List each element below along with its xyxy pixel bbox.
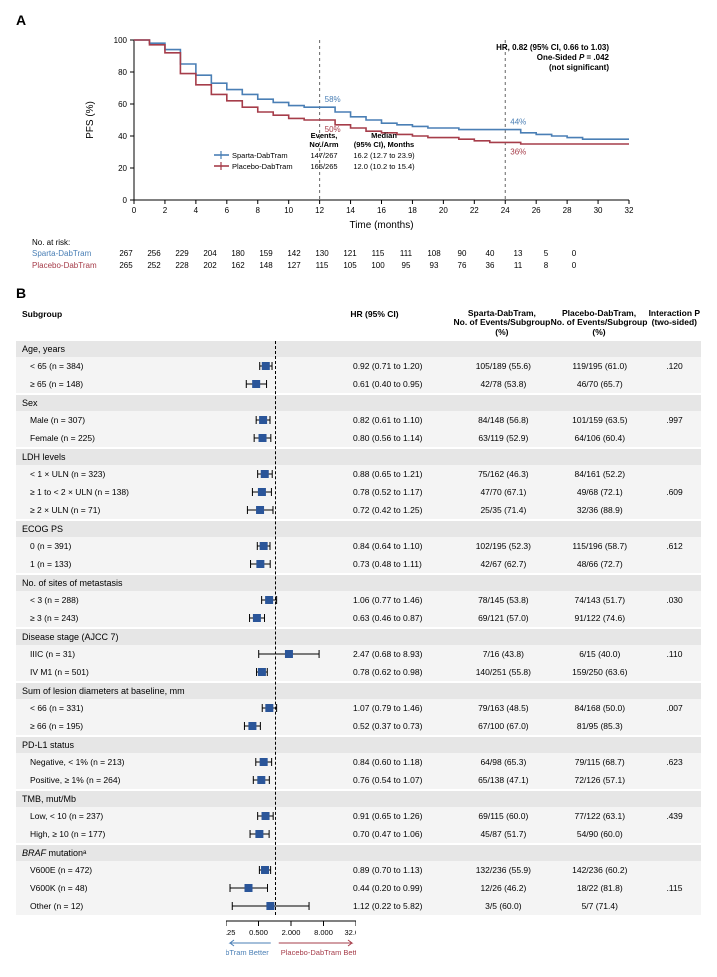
forest-row: IV M1 (n = 501)0.78 (0.62 to 0.98)140/25…	[16, 663, 701, 681]
svg-text:Events,: Events,	[310, 131, 337, 140]
svg-text:147/267: 147/267	[310, 151, 337, 160]
risk-header: No. at risk:	[32, 238, 701, 247]
svg-text:16: 16	[377, 206, 386, 215]
svg-text:2: 2	[162, 206, 167, 215]
forest-row: ≥ 66 (n = 195)0.52 (0.37 to 0.73)67/100 …	[16, 717, 701, 735]
forest-header: Subgroup HR (95% CI) Sparta-DabTram, No.…	[16, 305, 701, 341]
svg-text:26: 26	[531, 206, 540, 215]
hdr-placebo: Placebo-DabTram, No. of Events/Subgroup …	[550, 309, 647, 337]
forest-row: 1 (n = 133)0.73 (0.48 to 1.11)42/67 (62.…	[16, 555, 701, 573]
subgroup-header: Age, years	[16, 341, 701, 357]
forest-row: Negative, < 1% (n = 213)0.84 (0.60 to 1.…	[16, 753, 701, 771]
hdr-ip: Interaction P (two-sided)	[648, 309, 701, 337]
panel-b-label: B	[16, 285, 701, 301]
forest-row: V600K (n = 48)0.44 (0.20 to 0.99)12/26 (…	[16, 879, 701, 897]
risk-arm: Sparta-DabTram	[32, 249, 112, 258]
forest-row: High, ≥ 10 (n = 177)0.70 (0.47 to 1.06)4…	[16, 825, 701, 843]
svg-text:0.500: 0.500	[249, 928, 268, 937]
forest-row: IIIC (n = 31)2.47 (0.68 to 8.93)7/16 (43…	[16, 645, 701, 663]
subgroup-header: Sum of lesion diameters at baseline, mm	[16, 683, 701, 699]
forest-row: < 1 × ULN (n = 323)0.88 (0.65 to 1.21)75…	[16, 465, 701, 483]
forest-row: < 3 (n = 288)1.06 (0.77 to 1.46)78/145 (…	[16, 591, 701, 609]
svg-text:8: 8	[255, 206, 260, 215]
subgroup-header: Disease stage (AJCC 7)	[16, 629, 701, 645]
panel-b: B Subgroup HR (95% CI) Sparta-DabTram, N…	[16, 285, 701, 961]
svg-text:40: 40	[118, 132, 127, 141]
forest-row: ≥ 1 to < 2 × ULN (n = 138)0.78 (0.52 to …	[16, 483, 701, 501]
forest-row: ≥ 3 (n = 243)0.63 (0.46 to 0.87)69/121 (…	[16, 609, 701, 627]
svg-text:165/265: 165/265	[310, 162, 337, 171]
subgroup-header: ECOG PS	[16, 521, 701, 537]
svg-text:32: 32	[624, 206, 633, 215]
svg-text:32.000: 32.000	[345, 928, 356, 937]
svg-text:PFS (%): PFS (%)	[85, 101, 96, 139]
forest-row: V600E (n = 472)0.89 (0.70 to 1.13)132/23…	[16, 861, 701, 879]
svg-text:100: 100	[113, 36, 127, 45]
forest-row: Female (n = 225)0.80 (0.56 to 1.14)63/11…	[16, 429, 701, 447]
forest-row: < 66 (n = 331)1.07 (0.79 to 1.46)79/163 …	[16, 699, 701, 717]
subgroup-header: No. of sites of metastasis	[16, 575, 701, 591]
forest-row: Male (n = 307)0.82 (0.61 to 1.10)84/148 …	[16, 411, 701, 429]
svg-text:14: 14	[346, 206, 355, 215]
svg-text:58%: 58%	[324, 95, 340, 104]
svg-text:0.125: 0.125	[226, 928, 235, 937]
svg-text:0: 0	[122, 196, 127, 205]
forest-row: Other (n = 12)1.12 (0.22 to 5.82)3/5 (60…	[16, 897, 701, 915]
svg-text:2.000: 2.000	[282, 928, 301, 937]
forest-row: ≥ 2 × ULN (n = 71)0.72 (0.42 to 1.25)25/…	[16, 501, 701, 519]
svg-text:36%: 36%	[510, 147, 526, 156]
svg-text:Sparta-DabTram: Sparta-DabTram	[232, 151, 288, 160]
svg-text:Time (months): Time (months)	[349, 220, 413, 231]
forest-row: Positive, ≥ 1% (n = 264)0.76 (0.54 to 1.…	[16, 771, 701, 789]
risk-table: No. at risk: Sparta-DabTram2672562292041…	[16, 238, 701, 271]
svg-text:6: 6	[224, 206, 229, 215]
subgroup-header: PD-L1 status	[16, 737, 701, 753]
svg-text:20: 20	[438, 206, 447, 215]
svg-text:0: 0	[131, 206, 136, 215]
risk-arm: Placebo-DabTram	[32, 261, 112, 270]
forest-row: 0 (n = 391)0.84 (0.64 to 1.10)102/195 (5…	[16, 537, 701, 555]
svg-text:12.0 (10.2 to 15.4): 12.0 (10.2 to 15.4)	[353, 162, 415, 171]
subgroup-header: BRAF mutationᵃ	[16, 845, 701, 861]
forest-row: ≥ 65 (n = 148)0.61 (0.40 to 0.95)42/78 (…	[16, 375, 701, 393]
forest-row: Low, < 10 (n = 237)0.91 (0.65 to 1.26)69…	[16, 807, 701, 825]
svg-text:60: 60	[118, 100, 127, 109]
svg-text:(not significant): (not significant)	[549, 63, 609, 72]
svg-text:Median: Median	[371, 131, 397, 140]
svg-text:One-Sided P = .042: One-Sided P = .042	[536, 53, 609, 62]
svg-text:18: 18	[407, 206, 416, 215]
svg-text:28: 28	[562, 206, 571, 215]
hdr-hr: HR (95% CI)	[346, 309, 453, 337]
forest-row: < 65 (n = 384)0.92 (0.71 to 1.20)105/189…	[16, 357, 701, 375]
svg-text:12: 12	[315, 206, 324, 215]
panel-a-label: A	[16, 12, 701, 28]
svg-text:Placebo-DabTram Better: Placebo-DabTram Better	[281, 948, 356, 957]
svg-text:80: 80	[118, 68, 127, 77]
subgroup-header: TMB, mut/Mb	[16, 791, 701, 807]
km-plot: 0204060801000246810121416182022242628303…	[79, 32, 639, 232]
subgroup-header: LDH levels	[16, 449, 701, 465]
svg-text:8.000: 8.000	[314, 928, 333, 937]
panel-a: A 02040608010002468101214161820222426283…	[16, 12, 701, 271]
hdr-sparta: Sparta-DabTram, No. of Events/Subgroup (…	[453, 309, 550, 337]
svg-text:44%: 44%	[510, 118, 526, 127]
svg-text:No./Arm: No./Arm	[309, 140, 339, 149]
svg-text:Sparta-DabTram Better: Sparta-DabTram Better	[226, 948, 269, 957]
svg-text:30: 30	[593, 206, 602, 215]
svg-text:24: 24	[500, 206, 509, 215]
svg-text:4: 4	[193, 206, 198, 215]
svg-text:(95% CI), Months: (95% CI), Months	[353, 140, 413, 149]
svg-text:Placebo-DabTram: Placebo-DabTram	[232, 162, 293, 171]
svg-text:10: 10	[284, 206, 293, 215]
svg-text:22: 22	[469, 206, 478, 215]
svg-text:HR, 0.82 (95% CI, 0.66 to 1.03: HR, 0.82 (95% CI, 0.66 to 1.03)	[496, 43, 609, 52]
svg-text:20: 20	[118, 164, 127, 173]
subgroup-header: Sex	[16, 395, 701, 411]
hdr-subgroup: Subgroup	[16, 309, 220, 337]
svg-text:16.2 (12.7 to 23.9): 16.2 (12.7 to 23.9)	[353, 151, 415, 160]
